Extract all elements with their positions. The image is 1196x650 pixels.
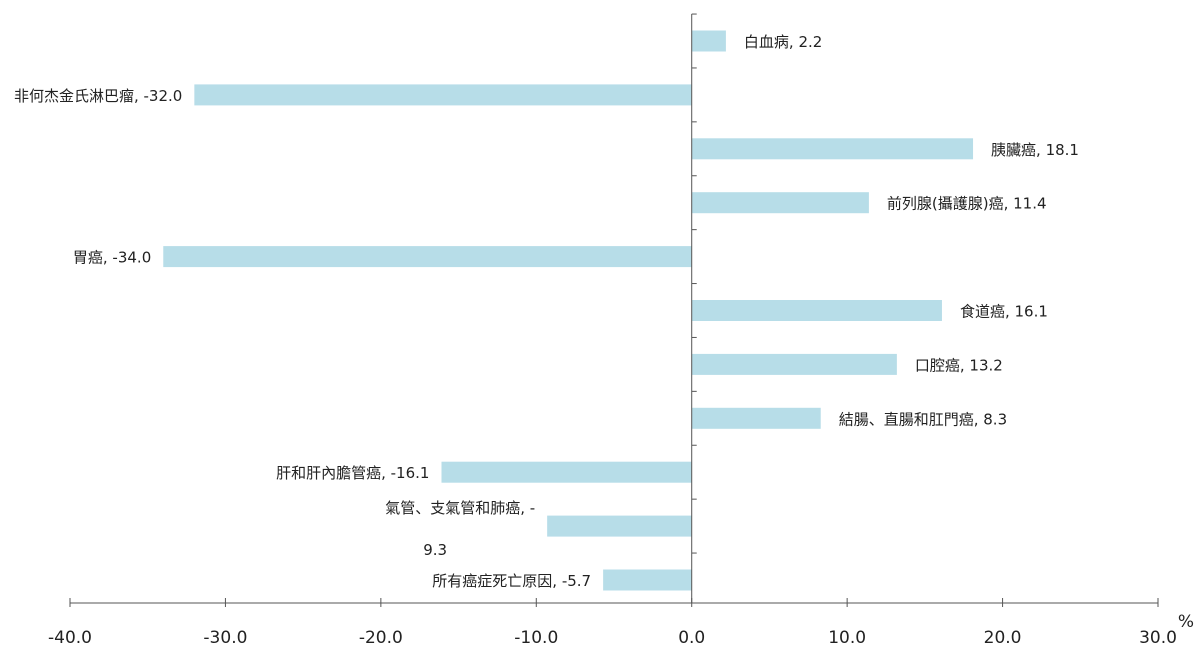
data-label-9-line-2: 9.3	[423, 541, 447, 559]
x-tick-label-5: 10.0	[828, 628, 866, 648]
bar-1	[194, 84, 692, 106]
data-label-10: 所有癌症死亡原因, -5.7	[432, 572, 591, 590]
x-axis-unit-label: %	[1178, 612, 1194, 632]
data-label-7: 結腸、直腸和肛門癌, 8.3	[839, 410, 1007, 428]
x-tick-label-7: 30.0	[1139, 628, 1177, 648]
bar-5	[691, 300, 942, 321]
bar-4	[163, 246, 692, 268]
data-label-3: 前列腺(攝護腺)癌, 11.4	[887, 195, 1047, 213]
bar-8	[441, 461, 692, 483]
bars-group	[163, 30, 974, 591]
x-tick-label-2: -20.0	[359, 628, 403, 648]
data-label-6: 口腔癌, 13.2	[915, 356, 1003, 374]
data-label-0: 白血病, 2.2	[744, 33, 822, 51]
x-tick-label-0: -40.0	[48, 628, 92, 648]
bar-9	[547, 515, 692, 537]
bar-0	[691, 30, 726, 52]
bar-6	[691, 353, 897, 375]
data-label-4: 胃癌, -34.0	[73, 249, 151, 267]
data-label-8: 肝和肝內膽管癌, -16.1	[276, 464, 429, 482]
data-label-9-line-1: 氣管、支氣管和肺癌, -	[385, 499, 535, 517]
bar-2	[691, 138, 974, 160]
x-tick-label-3: -10.0	[514, 628, 558, 648]
x-tick-label-6: 20.0	[984, 628, 1022, 648]
x-tick-label-4: 0.0	[678, 628, 705, 648]
data-label-1: 非何杰金氏淋巴瘤, -32.0	[14, 87, 182, 105]
data-label-5: 食道癌, 16.1	[960, 303, 1048, 321]
data-label-2: 胰臟癌, 18.1	[991, 141, 1079, 159]
bar-10	[603, 569, 692, 591]
bar-3	[691, 192, 869, 214]
axes-group: -40.0 -30.0 -20.0 -10.0 0.0 10.0 20.0 30.0	[48, 13, 1177, 648]
data-labels-group: 白血病, 2.2 非何杰金氏淋巴瘤, -32.0 胰臟癌, 18.1 前列腺(攝護腺)…	[14, 33, 1079, 590]
bar-7	[691, 407, 821, 429]
x-tick-label-1: -30.0	[203, 628, 247, 648]
